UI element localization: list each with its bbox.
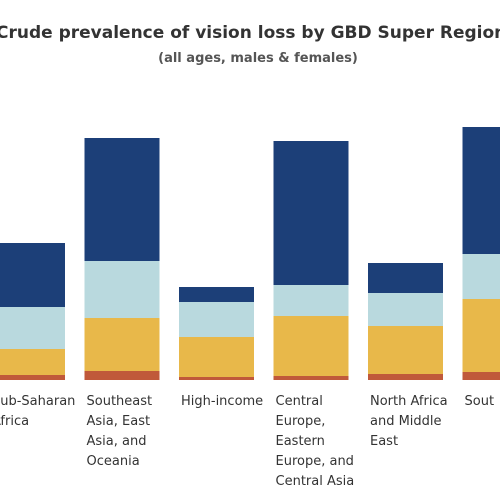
bar-segment (84, 261, 160, 318)
bar-segment (462, 254, 500, 299)
bar-segment (462, 127, 500, 254)
x-tick-label-line: North Africa (370, 394, 448, 409)
bar-segment (179, 302, 254, 337)
bar-segment (179, 337, 254, 377)
x-tick-label-line: Central (276, 394, 323, 409)
x-tick-label-line: Europe, and (276, 454, 354, 469)
x-tick-label-line: High-income (181, 394, 263, 409)
x-tick-label: North Africa and Middle East (370, 394, 448, 449)
x-tick-label-line: Southeast (87, 394, 153, 409)
chart-title: Crude prevalence of vision loss by GBD S… (0, 23, 500, 43)
bar-segment (368, 374, 443, 380)
bar-segment (462, 299, 500, 372)
bar-segment (273, 376, 349, 380)
bar-segment (273, 316, 349, 376)
x-tick-label-line: Europe, (276, 414, 326, 429)
x-tick-label-line: East (370, 434, 398, 449)
bar-segment (0, 375, 65, 380)
bar-segment (0, 243, 65, 307)
x-tick-label: Southeast Asia, East Asia, and Oceania (87, 394, 153, 469)
x-tick-label-line: Sout (465, 394, 495, 409)
x-tick-label: Sout (465, 394, 495, 409)
x-tick-label: High-income (181, 394, 263, 409)
x-tick-label-line: Asia, East (87, 414, 151, 429)
bar-segment (179, 287, 254, 302)
chart-subtitle: (all ages, males & females) (158, 51, 358, 66)
bar-segment (462, 372, 500, 380)
x-tick-label-line: and Middle (370, 414, 442, 429)
x-tick-label-line: Asia, and (87, 434, 147, 449)
bar-segment (368, 293, 443, 326)
bar-segment (0, 307, 65, 349)
bar-segment (273, 285, 349, 316)
bar-segment (273, 141, 349, 285)
bar-segment (84, 138, 160, 261)
x-tick-label: Central Europe, Eastern Europe, and Central … (276, 394, 355, 489)
x-tick-label-line: Africa (0, 414, 29, 429)
x-tick-label-line: Oceania (87, 454, 140, 469)
bar-segment (84, 371, 160, 380)
x-tick-label-line: Sub-Saharan (0, 394, 75, 409)
bar-segment (84, 318, 160, 371)
x-tick-label: Sub-Saharan Africa (0, 394, 75, 429)
x-tick-label-line: Central Asia (276, 474, 355, 489)
bar-segment (368, 263, 443, 293)
bar-segment (368, 326, 443, 374)
bar-segment (0, 349, 65, 375)
bar-segment (179, 377, 254, 380)
x-tick-label-line: Eastern (276, 434, 325, 449)
